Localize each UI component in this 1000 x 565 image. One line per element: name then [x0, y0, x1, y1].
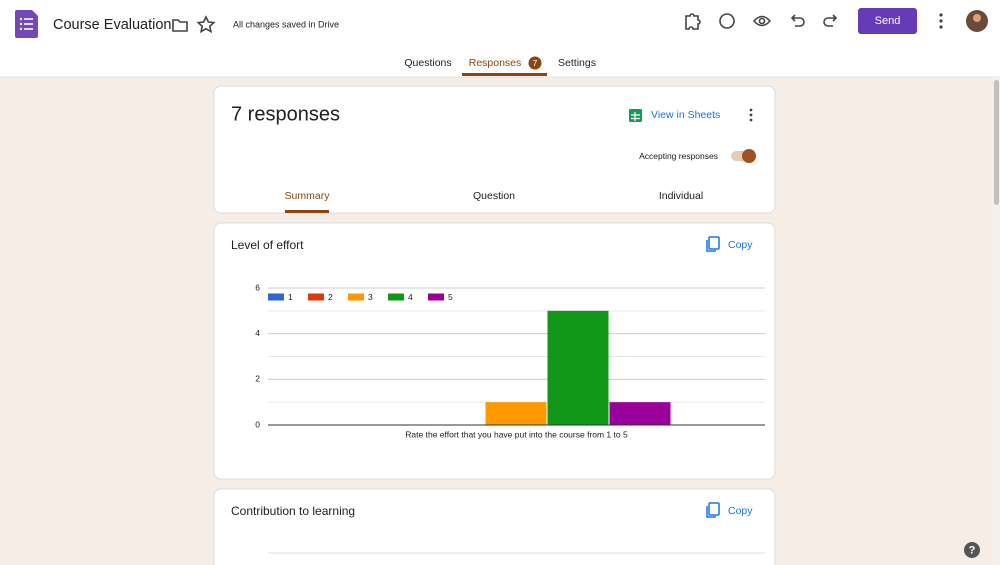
view-tab-underline [285, 210, 329, 213]
response-heading: 7 responses [231, 103, 340, 125]
bar [547, 310, 609, 425]
scrollbar-track [993, 77, 1000, 565]
count-badge-text: 7 [533, 58, 538, 68]
scrollbar-thumb[interactable] [994, 80, 999, 205]
forms-logo[interactable] [15, 10, 38, 38]
question-title: Contribution to learning [231, 504, 355, 518]
copy-button[interactable]: Copy [728, 239, 753, 251]
bar-chart: 0 2 4 6 Rate the effort that you have put in… [255, 282, 765, 439]
tab-active[interactable]: Responses [469, 57, 522, 69]
accepting-label: Accepting responses [639, 151, 718, 161]
legend-label: 1 [288, 292, 293, 302]
question-card [213, 488, 776, 565]
question-title: Level of effort [231, 238, 304, 252]
copy-icon[interactable] [706, 236, 720, 252]
count-badge [528, 56, 542, 70]
view-in-sheets[interactable]: View in Sheets [651, 109, 720, 121]
legend-swatch [428, 293, 444, 301]
tab-underline [462, 73, 547, 76]
legend-swatch [348, 293, 364, 301]
more-menu[interactable] [939, 13, 943, 29]
tab[interactable]: Questions [404, 57, 451, 69]
undo-icon[interactable] [790, 14, 805, 27]
y-tick-label: 4 [255, 328, 260, 338]
send-label[interactable]: Send [875, 15, 901, 27]
star-icon[interactable] [196, 15, 216, 34]
send-button[interactable] [858, 8, 917, 34]
view-tab[interactable]: Individual [659, 190, 703, 202]
preview-icon-pupil [758, 17, 766, 25]
folder-icon[interactable] [172, 19, 188, 32]
view-tab[interactable]: Question [473, 190, 515, 202]
view-tab-active[interactable]: Summary [285, 190, 331, 202]
palette-icon[interactable] [719, 13, 735, 29]
tab[interactable]: Settings [558, 57, 596, 69]
legend-swatch [268, 293, 284, 301]
save-status: All changes saved in Drive [233, 19, 339, 29]
help-button[interactable] [964, 542, 980, 558]
addons-icon[interactable] [685, 13, 701, 30]
bar [609, 402, 671, 425]
preview-icon[interactable] [752, 15, 772, 27]
question-card [213, 222, 776, 480]
legend-label: 5 [448, 292, 453, 302]
bar [485, 402, 547, 425]
y-tick-label: 6 [255, 282, 260, 292]
legend-label: 2 [328, 292, 333, 302]
copy-button[interactable]: Copy [728, 505, 753, 517]
copy-icon[interactable] [706, 502, 720, 518]
x-tick-label: Rate the effort that you have put into t… [405, 429, 628, 439]
y-tick-label: 0 [255, 419, 260, 429]
avatar-face [973, 14, 981, 22]
help-glyph: ? [969, 544, 976, 556]
toggle-knob[interactable] [742, 149, 756, 163]
redo-icon[interactable] [823, 14, 838, 27]
form-title[interactable]: Course Evaluation [53, 17, 172, 33]
legend-label: 3 [368, 292, 373, 302]
card-more-menu[interactable] [749, 108, 753, 122]
legend-swatch [388, 293, 404, 301]
legend-label: 4 [408, 292, 413, 302]
y-tick-label: 2 [255, 374, 260, 384]
sheets-icon-grid [631, 112, 640, 121]
header-bg [0, 0, 1000, 77]
legend-swatch [308, 293, 324, 301]
